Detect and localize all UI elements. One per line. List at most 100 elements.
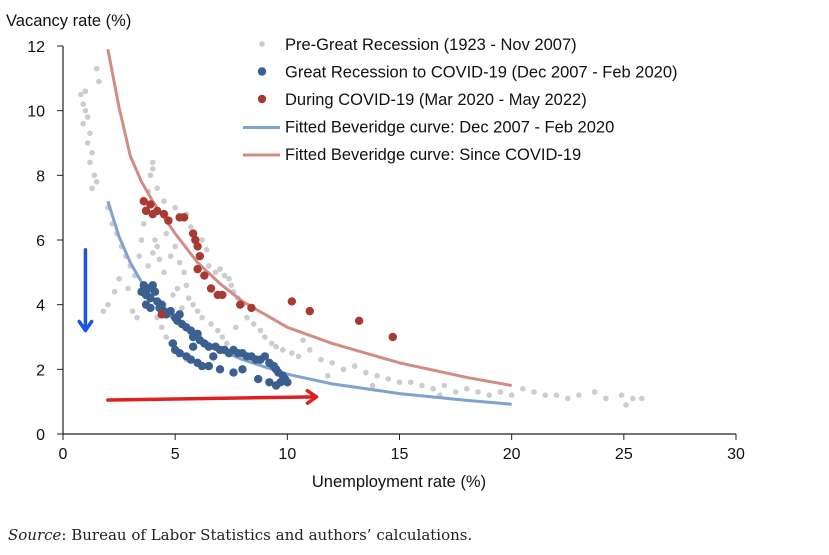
pre-recession-point — [300, 337, 306, 344]
pre-recession-point — [185, 295, 192, 302]
x-tick-label: 10 — [278, 446, 296, 463]
pre-recession-point — [244, 314, 250, 321]
pre-recession-point — [149, 166, 156, 172]
pre-recession-point — [564, 395, 571, 402]
covid-point — [146, 200, 155, 209]
pre-recession-point — [318, 356, 324, 363]
great-recession-point — [215, 365, 225, 374]
great-recession-point — [204, 361, 214, 371]
pre-recession-point — [78, 91, 84, 98]
x-tick-label: 15 — [391, 446, 409, 463]
pre-recession-point — [194, 308, 201, 314]
pre-recession-point — [116, 276, 122, 282]
pre-recession-point — [147, 172, 154, 179]
pre-recession-point — [136, 253, 143, 259]
pre-recession-point — [531, 389, 537, 395]
pre-recession-point — [82, 107, 89, 114]
pre-recession-point — [475, 389, 481, 395]
pre-recession-point — [93, 65, 100, 72]
pre-recession-point — [217, 266, 223, 272]
pre-recession-point — [329, 360, 336, 366]
legend-swatch-marker — [257, 94, 267, 104]
pre-recession-point — [262, 334, 268, 340]
covid-point — [153, 206, 162, 216]
covid-point — [179, 213, 189, 222]
y-tick-label: 4 — [36, 298, 45, 315]
pre-recession-point — [80, 101, 86, 107]
pre-recession-point — [170, 292, 176, 298]
great-recession-point — [157, 300, 166, 309]
pre-recession-point — [149, 250, 156, 256]
y-tick-label: 8 — [36, 168, 45, 185]
pre-recession-point — [89, 185, 95, 192]
pre-recession-point — [407, 379, 414, 386]
x-tick-label: 25 — [615, 446, 633, 463]
x-tick-label: 0 — [59, 446, 68, 463]
great-recession-point — [166, 306, 175, 316]
covid-point — [188, 229, 198, 238]
x-tick-label: 30 — [727, 446, 745, 463]
pre-recession-point — [257, 327, 264, 334]
legend-label: Fitted Beveridge curve: Dec 2007 - Feb 2… — [285, 119, 614, 137]
great-recession-point — [193, 329, 202, 338]
pre-recession-point — [508, 392, 515, 399]
great-recession-point — [283, 378, 292, 387]
covid-point — [195, 251, 205, 261]
pre-recession-point — [91, 172, 98, 179]
pre-recession-point — [154, 185, 161, 192]
pre-recession-point — [181, 269, 187, 276]
pre-recession-point — [542, 392, 549, 399]
covid-point — [200, 271, 209, 280]
covid-point — [305, 306, 314, 316]
pre-recession-point — [208, 321, 214, 327]
pre-recession-point — [111, 288, 118, 295]
great-recession-point — [148, 281, 157, 290]
pre-recession-point — [441, 382, 448, 389]
pre-recession-point — [172, 243, 178, 250]
x-axis-label: Unemployment rate (%) — [312, 473, 486, 491]
y-tick-label: 10 — [27, 104, 45, 121]
pre-recession-point — [145, 263, 152, 269]
pre-recession-point — [419, 382, 425, 389]
legend-label: Fitted Beveridge curve: Since COVID-19 — [285, 146, 581, 164]
pre-recession-point — [520, 385, 526, 392]
y-axis-label: Vacancy rate (%) — [6, 12, 131, 30]
pre-recession-point — [154, 243, 161, 250]
pre-recession-point — [363, 369, 369, 376]
great-recession-point — [209, 352, 218, 361]
pre-recession-point — [190, 301, 196, 308]
covid-point — [141, 206, 151, 216]
covid-point — [388, 332, 397, 342]
great-recession-point — [146, 294, 155, 303]
legend-label: Great Recession to COVID-19 (Dec 2007 - … — [285, 64, 678, 82]
covid-point — [159, 209, 169, 219]
pre-recession-point — [250, 321, 257, 327]
x-tick-label: 20 — [503, 446, 521, 463]
legend-swatch-marker — [259, 41, 265, 47]
great-recession-point — [229, 368, 238, 377]
great-recession-point — [186, 355, 196, 364]
pre-recession-point — [156, 256, 163, 263]
great-recession-point — [168, 339, 178, 348]
covid-point — [218, 290, 227, 300]
covid-point — [354, 316, 364, 326]
great-recession-point — [260, 352, 270, 361]
pre-recession-point — [89, 149, 95, 156]
right-arrow — [106, 395, 319, 402]
fitted-curve-line — [106, 48, 512, 387]
pre-recession-point — [340, 366, 347, 373]
pre-recession-point — [163, 334, 169, 340]
pre-recession-point — [623, 402, 629, 408]
pre-recession-point — [553, 392, 560, 399]
pre-recession-point — [306, 347, 313, 353]
pre-recession-point — [167, 253, 174, 259]
legend: Pre-Great Recession (1923 - Nov 2007) Gre… — [243, 36, 678, 164]
pre-recession-point — [232, 324, 239, 331]
pre-recession-point — [172, 204, 178, 211]
pre-recession-point — [280, 347, 286, 353]
great-recession-point — [150, 287, 160, 296]
covid-point — [193, 242, 202, 251]
pre-recession-point — [87, 130, 93, 137]
pre-recession-point — [385, 376, 392, 382]
legend-label: During COVID-19 (Mar 2020 - May 2022) — [285, 91, 587, 109]
